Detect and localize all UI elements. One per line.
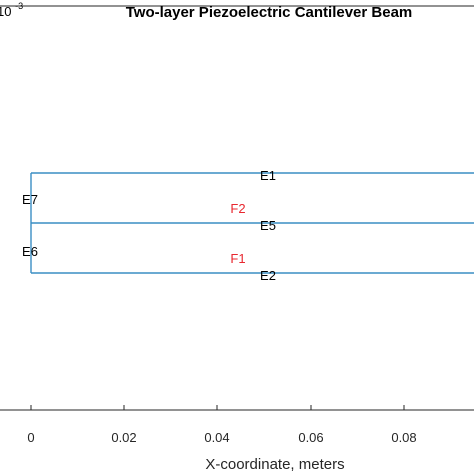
y-exponent-label: 10 -3 [0, 1, 23, 19]
x-tick-label-002: 0.02 [111, 430, 136, 445]
beam-geometry [30, 172, 474, 274]
edge-label-e2: E2 [260, 268, 276, 283]
edge-label-e5: E5 [260, 218, 276, 233]
edge-label-e1: E1 [260, 168, 276, 183]
y-exponent-base: 10 [0, 4, 11, 19]
x-tick-label-006: 0.06 [298, 430, 323, 445]
face-label-f2: F2 [230, 201, 245, 216]
x-tick-label-004: 0.04 [204, 430, 229, 445]
x-ticks: 0 0.02 0.04 0.06 0.08 [27, 405, 417, 445]
x-tick-label-0: 0 [27, 430, 34, 445]
edge-label-e7: E7 [22, 192, 38, 207]
x-axis-label: X-coordinate, meters [205, 456, 344, 473]
edge-label-e6: E6 [22, 244, 38, 259]
figure-title: Two-layer Piezoelectric Cantilever Beam [126, 4, 413, 21]
y-exponent-power: -3 [15, 1, 23, 11]
x-tick-label-008: 0.08 [391, 430, 416, 445]
face-label-f1: F1 [230, 251, 245, 266]
